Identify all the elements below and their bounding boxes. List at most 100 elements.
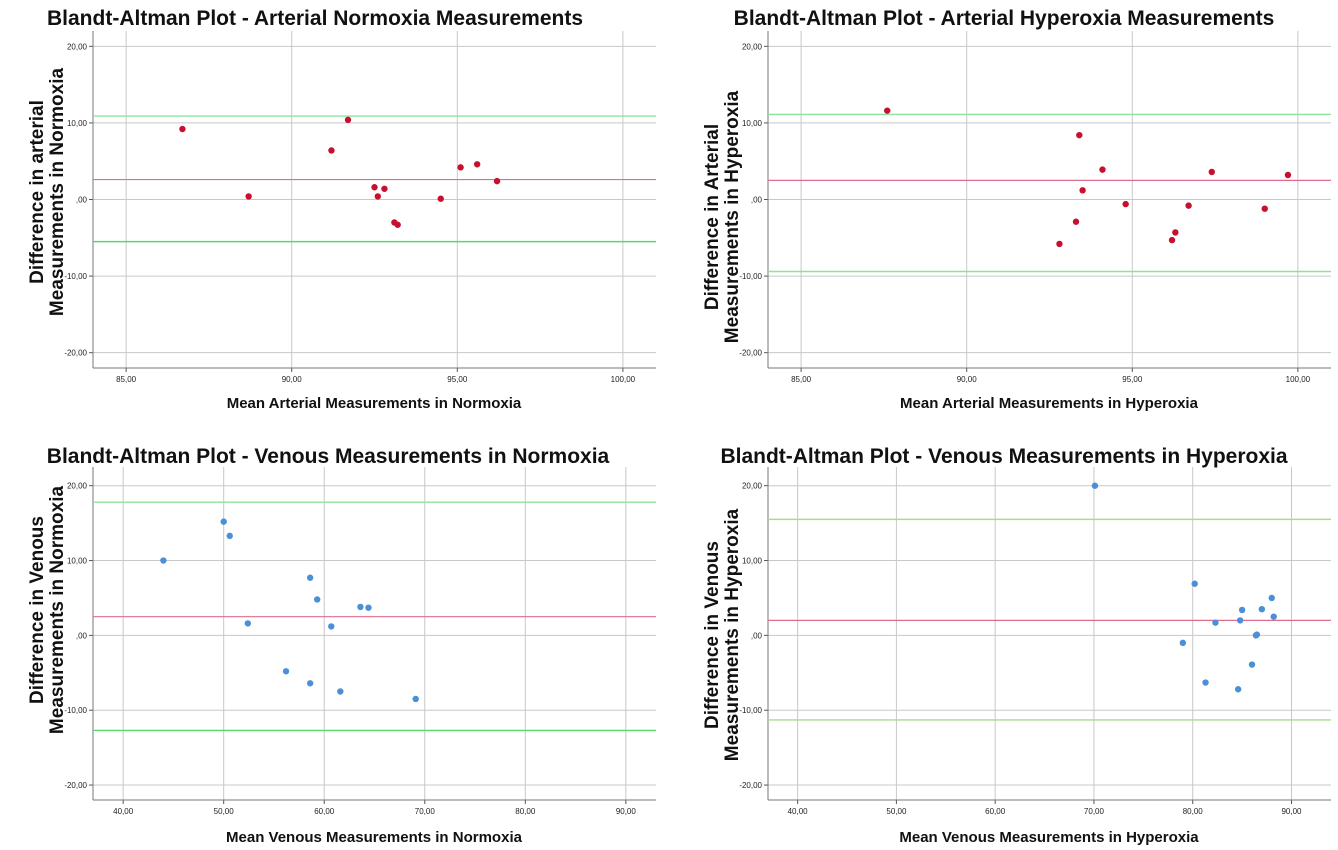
y-axis-label-line-2: Measurements in Normoxia xyxy=(47,68,68,317)
x-tick-label: 50,00 xyxy=(214,807,235,816)
x-tick-label: 60,00 xyxy=(985,807,1006,816)
chart-arterial-hyperoxia: Blandt-Altman Plot - Arterial Hyperoxia … xyxy=(702,7,1331,412)
chart-venous-normoxia: Blandt-Altman Plot - Venous Measurements… xyxy=(27,445,656,846)
chart-panel-arterial-normoxia: Blandt-Altman Plot - Arterial Normoxia M… xyxy=(0,0,663,418)
x-tick-label: 60,00 xyxy=(314,807,335,816)
data-point xyxy=(1212,619,1219,626)
data-point xyxy=(328,147,335,154)
y-tick-label: 10,00 xyxy=(742,119,763,128)
y-tick-label: 20,00 xyxy=(67,482,88,491)
data-point xyxy=(1056,240,1063,248)
y-axis-label-line-1: Difference in arterial xyxy=(27,100,48,284)
data-point xyxy=(1076,131,1083,139)
data-point xyxy=(282,668,290,675)
data-point xyxy=(1236,617,1244,624)
data-point xyxy=(371,184,378,191)
data-point xyxy=(457,164,464,171)
x-tick-label: 90,00 xyxy=(957,375,978,384)
chart-venous-hyperoxia: Blandt-Altman Plot - Venous Measurements… xyxy=(702,445,1331,846)
x-tick-label: 85,00 xyxy=(116,375,137,384)
data-point xyxy=(1261,205,1268,212)
x-tick-label: 40,00 xyxy=(788,807,809,816)
data-point xyxy=(179,125,186,133)
chart-panel-venous-normoxia: Blandt-Altman Plot - Venous Measurements… xyxy=(0,438,663,850)
y-axis-label-line-1: Difference in Venous xyxy=(27,516,48,704)
chart-title: Blandt-Altman Plot - Venous Measurements… xyxy=(720,445,1287,468)
chart-title: Blandt-Altman Plot - Arterial Normoxia M… xyxy=(47,7,583,30)
data-point xyxy=(1238,606,1246,614)
y-axis-label-line-2: Measurements in Hyperoxia xyxy=(722,508,743,761)
x-axis-label: Mean Arterial Measurements in Normoxia xyxy=(227,395,522,412)
y-tick-label: 20,00 xyxy=(742,482,763,491)
data-point xyxy=(1202,679,1209,686)
y-tick-label: ,00 xyxy=(751,631,763,640)
chart-arterial-normoxia: Blandt-Altman Plot - Arterial Normoxia M… xyxy=(27,7,656,412)
x-tick-label: 95,00 xyxy=(1122,375,1143,384)
data-point xyxy=(306,574,314,581)
y-tick-label: 20,00 xyxy=(742,42,763,51)
data-point xyxy=(374,193,382,200)
data-point xyxy=(884,107,891,114)
y-tick-label: ,00 xyxy=(751,196,763,205)
y-tick-label: -20,00 xyxy=(739,349,762,358)
y-tick-label: ,00 xyxy=(76,196,88,205)
x-tick-label: 50,00 xyxy=(886,807,907,816)
chart-panel-arterial-hyperoxia: Blandt-Altman Plot - Arterial Hyperoxia … xyxy=(675,0,1338,418)
chart-title: Blandt-Altman Plot - Arterial Hyperoxia … xyxy=(734,7,1275,30)
x-tick-label: 90,00 xyxy=(282,375,303,384)
y-tick-label: -10,00 xyxy=(64,272,87,281)
data-point xyxy=(1122,200,1129,208)
data-point xyxy=(226,532,233,540)
data-point xyxy=(493,177,501,185)
y-axis-label-line-2: Measurements in Hyperoxia xyxy=(722,90,743,343)
data-point xyxy=(381,185,388,192)
data-point xyxy=(1284,171,1292,179)
data-point xyxy=(1270,613,1277,620)
x-tick-label: 80,00 xyxy=(515,807,536,816)
x-tick-label: 100,00 xyxy=(611,375,636,384)
data-point xyxy=(1208,168,1215,176)
data-point xyxy=(394,221,401,228)
data-point xyxy=(1072,218,1080,225)
y-tick-label: ,00 xyxy=(76,631,88,640)
x-tick-label: 40,00 xyxy=(113,807,134,816)
data-point xyxy=(1079,187,1086,194)
data-point xyxy=(160,557,167,564)
x-tick-label: 95,00 xyxy=(447,375,468,384)
y-axis-label-line-2: Measurements in Normoxia xyxy=(47,486,68,735)
data-point xyxy=(344,116,352,124)
data-point xyxy=(245,193,252,200)
x-tick-label: 70,00 xyxy=(1084,807,1105,816)
y-tick-label: 10,00 xyxy=(67,119,88,128)
data-point xyxy=(365,604,372,611)
data-point xyxy=(1185,202,1192,209)
chart-title: Blandt-Altman Plot - Venous Measurements… xyxy=(47,445,610,468)
data-point xyxy=(1172,229,1179,236)
data-point xyxy=(1191,580,1198,587)
x-tick-label: 70,00 xyxy=(415,807,436,816)
y-tick-label: -20,00 xyxy=(64,349,87,358)
y-tick-label: -20,00 xyxy=(64,781,87,790)
data-point xyxy=(1234,686,1242,693)
data-point xyxy=(437,195,444,202)
x-tick-label: 90,00 xyxy=(616,807,637,816)
x-axis-label: Mean Venous Measurements in Hyperoxia xyxy=(899,829,1199,846)
data-point xyxy=(412,695,419,703)
data-point xyxy=(1168,236,1176,244)
data-point xyxy=(328,623,335,630)
data-point xyxy=(1091,482,1099,489)
data-point xyxy=(306,680,314,687)
data-point xyxy=(313,596,321,603)
y-tick-label: -10,00 xyxy=(739,706,762,715)
y-tick-label: -20,00 xyxy=(739,781,762,790)
data-point xyxy=(1258,605,1266,613)
data-point xyxy=(1268,594,1275,602)
data-point xyxy=(357,603,364,611)
x-axis-label: Mean Arterial Measurements in Hyperoxia xyxy=(900,395,1199,412)
y-tick-label: 20,00 xyxy=(67,42,88,51)
x-axis-label: Mean Venous Measurements in Normoxia xyxy=(226,829,523,846)
data-point xyxy=(244,620,252,627)
data-point xyxy=(473,161,481,168)
y-axis-label-line-1: Difference in Arterial xyxy=(702,124,723,310)
x-tick-label: 90,00 xyxy=(1281,807,1302,816)
